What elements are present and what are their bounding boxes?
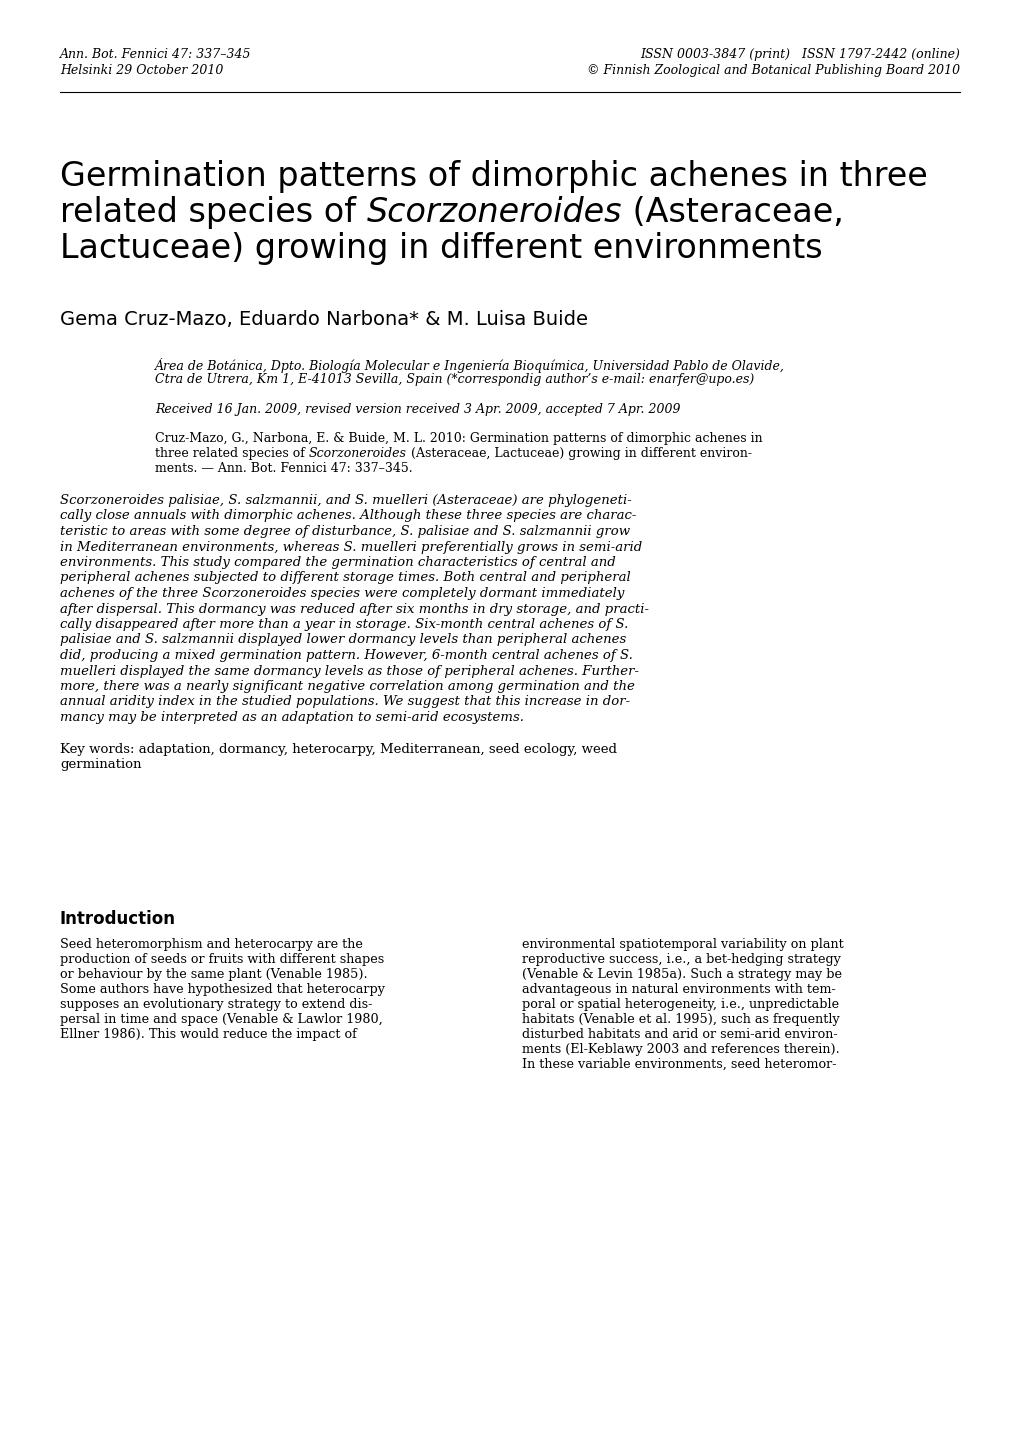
Text: environments. This study compared the germination characteristics of central and: environments. This study compared the ge… bbox=[60, 556, 615, 569]
Text: Lactuceae) growing in different environments: Lactuceae) growing in different environm… bbox=[60, 232, 821, 265]
Text: achenes of the three Scorzoneroides species were completely dormant immediately: achenes of the three Scorzoneroides spec… bbox=[60, 586, 624, 599]
Text: production of seeds or fruits with different shapes: production of seeds or fruits with diffe… bbox=[60, 953, 384, 966]
Text: mancy may be interpreted as an adaptation to semi-arid ecosystems.: mancy may be interpreted as an adaptatio… bbox=[60, 711, 524, 724]
Text: Ellner 1986). This would reduce the impact of: Ellner 1986). This would reduce the impa… bbox=[60, 1028, 357, 1041]
Text: ments (El-Keblawy 2003 and references therein).: ments (El-Keblawy 2003 and references th… bbox=[522, 1043, 839, 1056]
Text: peripheral achenes subjected to different storage times. Both central and periph: peripheral achenes subjected to differen… bbox=[60, 572, 630, 585]
Text: annual aridity index in the studied populations. We suggest that this increase i: annual aridity index in the studied popu… bbox=[60, 695, 630, 708]
Text: cally close annuals with dimorphic achenes. Although these three species are cha: cally close annuals with dimorphic achen… bbox=[60, 510, 636, 523]
Text: related species of: related species of bbox=[60, 195, 366, 229]
Text: in Mediterranean environments, whereas S. muelleri preferentially grows in semi-: in Mediterranean environments, whereas S… bbox=[60, 540, 642, 553]
Text: germination: germination bbox=[60, 757, 142, 770]
Text: Germination patterns of dimorphic achenes in three: Germination patterns of dimorphic achene… bbox=[60, 159, 927, 193]
Text: palisiae and S. salzmannii displayed lower dormancy levels than peripheral achen: palisiae and S. salzmannii displayed low… bbox=[60, 634, 626, 646]
Text: or behaviour by the same plant (Venable 1985).: or behaviour by the same plant (Venable … bbox=[60, 969, 367, 980]
Text: Introduction: Introduction bbox=[60, 909, 176, 928]
Text: persal in time and space (Venable & Lawlor 1980,: persal in time and space (Venable & Lawl… bbox=[60, 1014, 382, 1027]
Text: three related species of: three related species of bbox=[155, 447, 309, 460]
Text: Ctra de Utrera, Km 1, E-41013 Sevilla, Spain (*correspondig author’s e-mail: ena: Ctra de Utrera, Km 1, E-41013 Sevilla, S… bbox=[155, 374, 753, 387]
Text: muelleri displayed the same dormancy levels as those of peripheral achenes. Furt: muelleri displayed the same dormancy lev… bbox=[60, 665, 638, 678]
Text: Scorzoneroides: Scorzoneroides bbox=[309, 447, 407, 460]
Text: © Finnish Zoological and Botanical Publishing Board 2010: © Finnish Zoological and Botanical Publi… bbox=[586, 64, 959, 77]
Text: Key words: adaptation, dormancy, heterocarpy, Mediterranean, seed ecology, weed: Key words: adaptation, dormancy, heteroc… bbox=[60, 743, 616, 756]
Text: habitats (Venable et al. 1995), such as frequently: habitats (Venable et al. 1995), such as … bbox=[522, 1014, 839, 1027]
Text: (Venable & Levin 1985a). Such a strategy may be: (Venable & Levin 1985a). Such a strategy… bbox=[522, 969, 841, 980]
Text: environmental spatiotemporal variability on plant: environmental spatiotemporal variability… bbox=[522, 938, 843, 951]
Text: advantageous in natural environments with tem-: advantageous in natural environments wit… bbox=[522, 983, 835, 996]
Text: Scorzoneroides palisiae, S. salzmannii, and S. muelleri (Asteraceae) are phyloge: Scorzoneroides palisiae, S. salzmannii, … bbox=[60, 494, 631, 507]
Text: after dispersal. This dormancy was reduced after six months in dry storage, and : after dispersal. This dormancy was reduc… bbox=[60, 602, 648, 615]
Text: supposes an evolutionary strategy to extend dis-: supposes an evolutionary strategy to ext… bbox=[60, 998, 372, 1011]
Text: Ann. Bot. Fennici 47: 337–345: Ann. Bot. Fennici 47: 337–345 bbox=[60, 48, 252, 61]
Text: ments. — Ann. Bot. Fennici 47: 337–345.: ments. — Ann. Bot. Fennici 47: 337–345. bbox=[155, 462, 413, 475]
Text: Gema Cruz-Mazo, Eduardo Narbona* & M. Luisa Buide: Gema Cruz-Mazo, Eduardo Narbona* & M. Lu… bbox=[60, 310, 587, 329]
Text: poral or spatial heterogeneity, i.e., unpredictable: poral or spatial heterogeneity, i.e., un… bbox=[522, 998, 839, 1011]
Text: more, there was a nearly significant negative correlation among germination and : more, there was a nearly significant neg… bbox=[60, 681, 634, 694]
Text: disturbed habitats and arid or semi-arid environ-: disturbed habitats and arid or semi-arid… bbox=[522, 1028, 837, 1041]
Text: Helsinki 29 October 2010: Helsinki 29 October 2010 bbox=[60, 64, 223, 77]
Text: Received 16 Jan. 2009, revised version received 3 Apr. 2009, accepted 7 Apr. 200: Received 16 Jan. 2009, revised version r… bbox=[155, 403, 680, 416]
Text: Scorzoneroides: Scorzoneroides bbox=[366, 195, 622, 229]
Text: Área de Botánica, Dpto. Biología Molecular e Ingeniería Bioquímica, Universidad : Área de Botánica, Dpto. Biología Molecul… bbox=[155, 358, 784, 374]
Text: ISSN 0003-3847 (print)   ISSN 1797-2442 (online): ISSN 0003-3847 (print) ISSN 1797-2442 (o… bbox=[640, 48, 959, 61]
Text: (Asteraceae, Lactuceae) growing in different environ-: (Asteraceae, Lactuceae) growing in diffe… bbox=[407, 447, 751, 460]
Text: In these variable environments, seed heteromor-: In these variable environments, seed het… bbox=[522, 1058, 836, 1072]
Text: Some authors have hypothesized that heterocarpy: Some authors have hypothesized that hete… bbox=[60, 983, 384, 996]
Text: Seed heteromorphism and heterocarpy are the: Seed heteromorphism and heterocarpy are … bbox=[60, 938, 363, 951]
Text: did, producing a mixed germination pattern. However, 6-month central achenes of : did, producing a mixed germination patte… bbox=[60, 649, 632, 662]
Text: reproductive success, i.e., a bet-hedging strategy: reproductive success, i.e., a bet-hedgin… bbox=[522, 953, 840, 966]
Text: Cruz-Mazo, G., Narbona, E. & Buide, M. L. 2010: Germination patterns of dimorphi: Cruz-Mazo, G., Narbona, E. & Buide, M. L… bbox=[155, 432, 762, 445]
Text: (Asteraceae,: (Asteraceae, bbox=[622, 195, 843, 229]
Text: cally disappeared after more than a year in storage. Six-month central achenes o: cally disappeared after more than a year… bbox=[60, 618, 628, 631]
Text: teristic to areas with some degree of disturbance, S. palisiae and S. salzmannii: teristic to areas with some degree of di… bbox=[60, 526, 630, 539]
